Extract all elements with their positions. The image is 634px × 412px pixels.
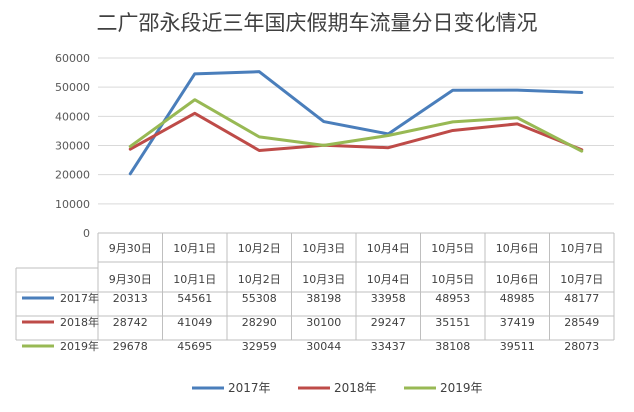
table-cell: 45695 [177, 340, 212, 353]
legend-label: 2017年 [228, 381, 271, 395]
table-cell: 33437 [371, 340, 406, 353]
table-cell: 32959 [242, 340, 277, 353]
table-cell: 29247 [371, 316, 406, 329]
grid-layer: 0 10000 20000 30000 40000 50000 60000 [55, 52, 614, 240]
x-tick-label: 10月4日 [367, 242, 410, 255]
legend-label: 2019年 [440, 381, 483, 395]
table-cell: 35151 [435, 316, 470, 329]
table-cell: 38198 [306, 292, 341, 305]
y-tick-label: 60000 [55, 52, 90, 65]
data-table: 9月30日 9月30日 10月1日 10月1日 10月2日 10月2日 10月3日 10月3日… [15, 233, 615, 353]
table-cell: 48985 [500, 292, 535, 305]
table-cell: 37419 [500, 316, 535, 329]
series-line-1 [128, 70, 584, 176]
x-tick-label: 10月5日 [431, 242, 474, 255]
table-header-cell: 9月30日 [109, 273, 152, 286]
table-series-name: 2019年 [60, 339, 99, 353]
table-cell: 29678 [113, 340, 148, 353]
y-tick-label: 40000 [55, 110, 90, 123]
x-tick-label: 10月3日 [302, 242, 345, 255]
table-cell: 33958 [371, 292, 406, 305]
table-cell: 39511 [500, 340, 535, 353]
x-tick-label: 10月2日 [238, 242, 281, 255]
table-cell: 20313 [113, 292, 148, 305]
table-cell: 28290 [242, 316, 277, 329]
x-tick-label: 10月7日 [560, 242, 603, 255]
table-series-name: 2017年 [60, 291, 99, 305]
table-cell: 41049 [177, 316, 212, 329]
table-cell: 54561 [177, 292, 212, 305]
table-cell: 55308 [242, 292, 277, 305]
x-tick-label: 10月1日 [173, 242, 216, 255]
table-cell: 48177 [564, 292, 599, 305]
table-cell: 38108 [435, 340, 470, 353]
x-tick-label: 10月6日 [496, 242, 539, 255]
table-header-cell: 10月6日 [496, 273, 539, 286]
x-tick-label: 9月30日 [109, 242, 152, 255]
chart-title: 二广邵永段近三年国庆假期车流量分日变化情况 [97, 11, 538, 35]
table-cell: 28742 [113, 316, 148, 329]
table-header-cell: 10月7日 [560, 273, 603, 286]
table-header-cell: 10月5日 [431, 273, 474, 286]
table-cell: 48953 [435, 292, 470, 305]
y-tick-label: 0 [83, 227, 90, 240]
table-cell: 30044 [306, 340, 341, 353]
table-header-cell: 10月1日 [173, 273, 216, 286]
table-series-name: 2018年 [60, 315, 99, 329]
table-header-cell: 10月4日 [367, 273, 410, 286]
series-line-2 [128, 111, 584, 152]
y-tick-label: 30000 [55, 140, 90, 153]
series-line-3 [128, 98, 584, 153]
table-header-cell: 10月2日 [238, 273, 281, 286]
y-tick-label: 50000 [55, 81, 90, 94]
y-tick-label: 10000 [55, 198, 90, 211]
table-header-cell: 10月3日 [302, 273, 345, 286]
legend-label: 2018年 [334, 381, 377, 395]
series-layer [128, 70, 584, 176]
legend: 2017年 2018年 2019年 [192, 381, 483, 395]
table-cell: 30100 [306, 316, 341, 329]
table-cell: 28549 [564, 316, 599, 329]
table-cell: 28073 [564, 340, 599, 353]
y-tick-label: 20000 [55, 169, 90, 182]
